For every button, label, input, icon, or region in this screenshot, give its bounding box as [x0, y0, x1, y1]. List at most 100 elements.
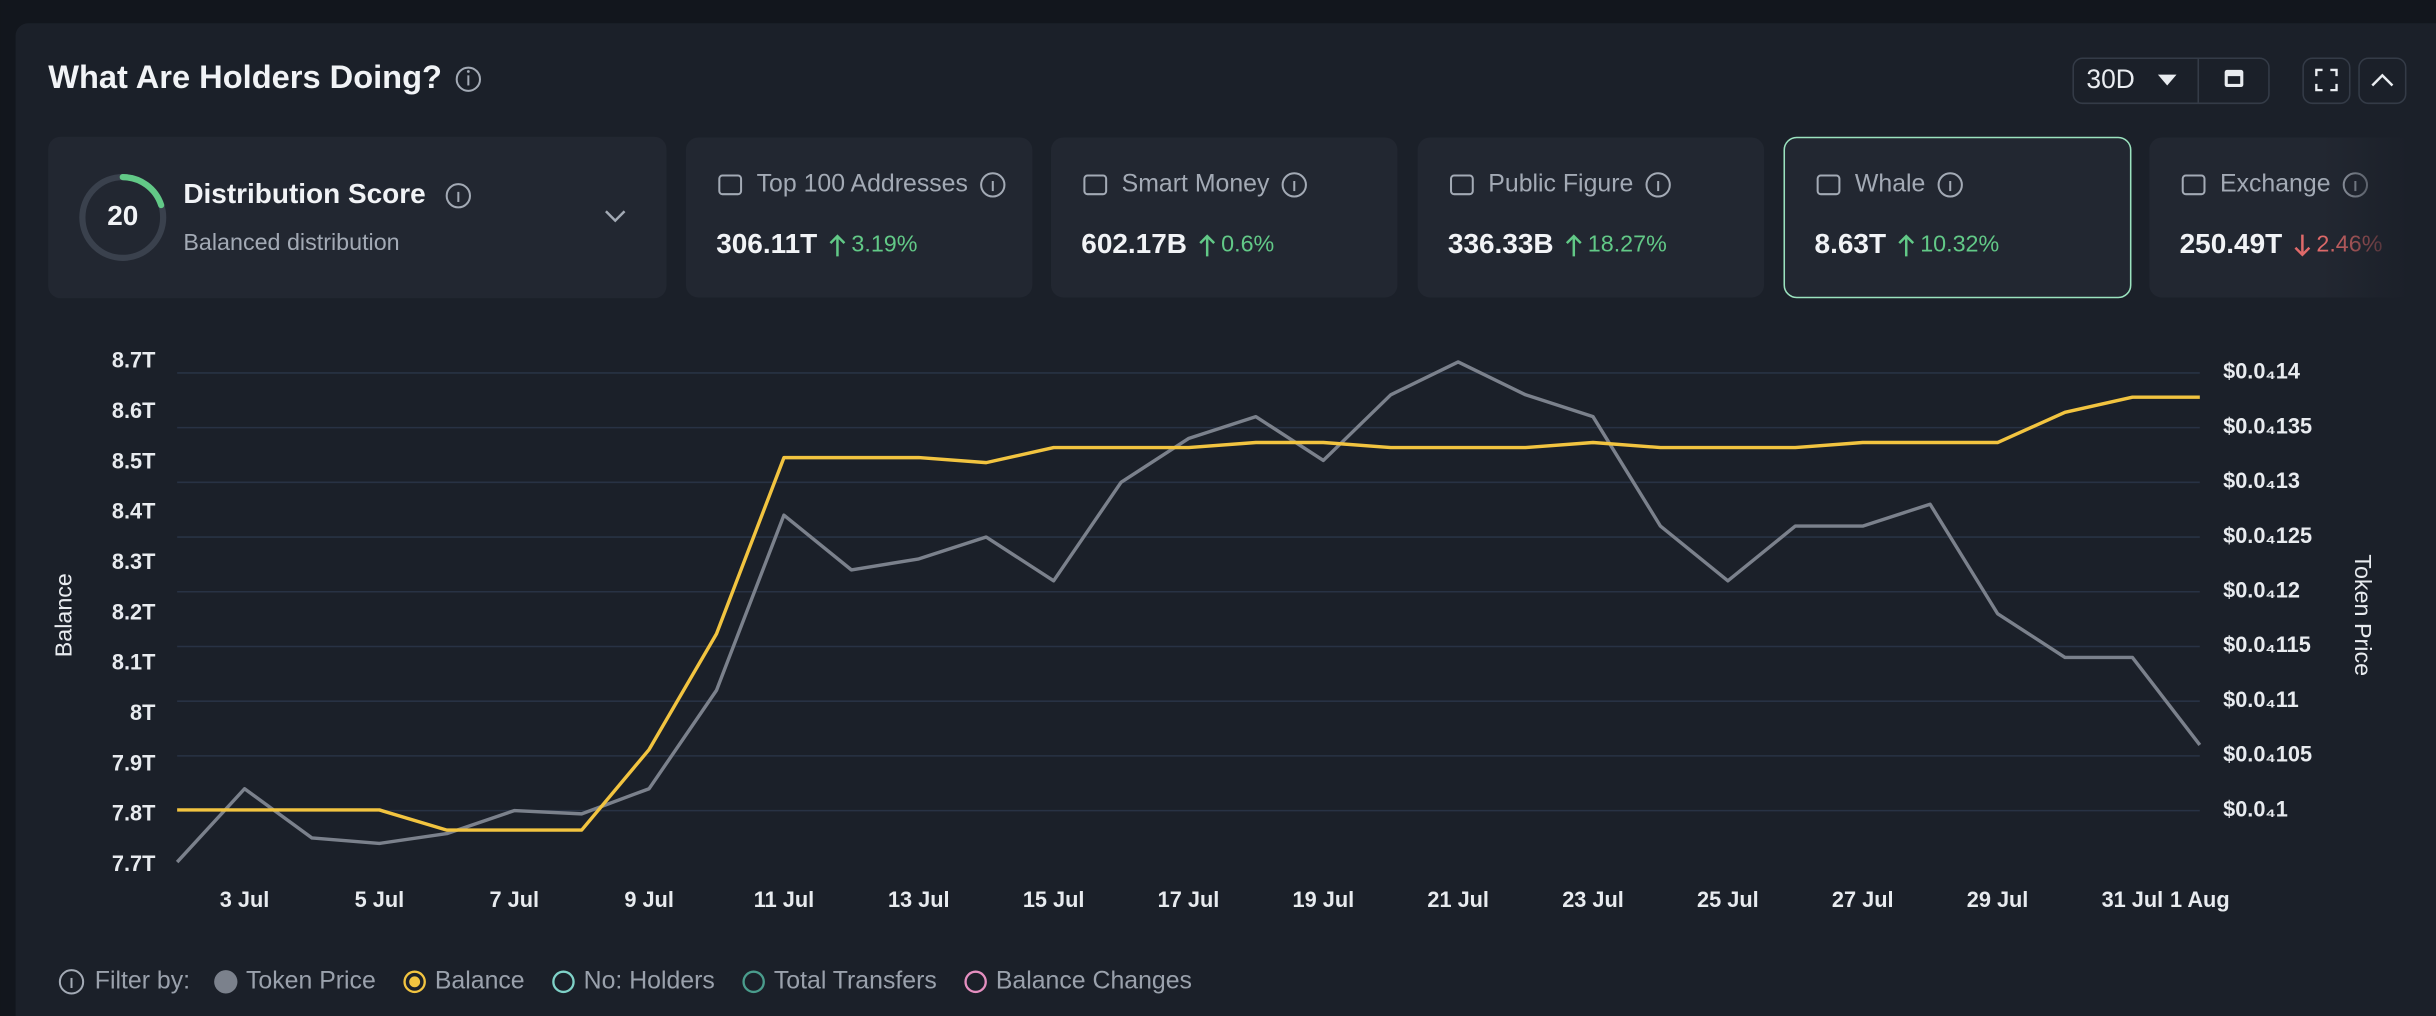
legend-item[interactable]: Balance Changes: [964, 967, 1192, 994]
card-label: Exchange: [2220, 170, 2331, 197]
metric-card[interactable]: Top 100 Addresses 306.11T 3.19%: [685, 137, 1033, 298]
x-tick-label: 17 Jul: [1158, 887, 1220, 912]
score-value: 20: [107, 200, 138, 231]
info-icon[interactable]: [455, 66, 482, 92]
metric-card[interactable]: Smart Money 602.17B 0.6%: [1050, 137, 1398, 298]
y-tick-label: 8.5T: [112, 448, 156, 473]
card-value: 336.33B: [1448, 228, 1554, 259]
legend: Filter by: Token Price Balance No: Holders T…: [58, 967, 1192, 995]
legend-label[interactable]: No: Holders: [584, 967, 715, 994]
series-line: [177, 395, 2200, 832]
legend-label[interactable]: Balance Changes: [996, 967, 1192, 994]
card-label: Whale: [1855, 170, 1925, 197]
legend-marker: [214, 970, 238, 994]
card-change: 0.6%: [1221, 231, 1274, 257]
x-tick-label: 13 Jul: [888, 887, 950, 912]
x-tick-label: 1 Aug: [2170, 887, 2230, 912]
card-value: 602.17B: [1081, 228, 1187, 259]
period-label[interactable]: 30D: [2086, 64, 2134, 94]
card-label: Top 100 Addresses: [757, 170, 968, 197]
y-tick-label: 8.7T: [112, 348, 156, 373]
metric-cards: Top 100 Addresses 306.11T 3.19% Smart Money…: [685, 136, 2407, 299]
score-card[interactable]: 20 Distribution Score Balanced distribut…: [48, 136, 667, 299]
card-bg[interactable]: [1783, 136, 2132, 299]
card-bg[interactable]: [1050, 137, 1398, 298]
card-bg[interactable]: [1417, 137, 1765, 298]
y-tick-label: 8.2T: [112, 599, 156, 624]
arrow-up: [829, 234, 846, 257]
card-value: 8.63T: [1815, 228, 1886, 259]
x-tick-label: 23 Jul: [1562, 887, 1624, 912]
score-subtitle: Balanced distribution: [183, 229, 399, 255]
y-axis-title: Balance: [50, 573, 76, 657]
legend-label[interactable]: Token Price: [246, 967, 376, 994]
y2-tick-label: $0.0₄14: [2223, 359, 2300, 384]
legend-item[interactable]: No: Holders: [552, 967, 715, 994]
legend-marker: [552, 970, 575, 994]
y2-tick-label: $0.0₄1: [2223, 796, 2288, 821]
card-bg[interactable]: [685, 137, 1033, 298]
legend-title: Filter by:: [95, 967, 190, 994]
info-icon[interactable]: [1281, 172, 1307, 198]
x-tick-label: 9 Jul: [624, 887, 674, 912]
card-label: Public Figure: [1488, 170, 1633, 197]
legend-marker: [742, 970, 765, 994]
x-tick-label: 15 Jul: [1023, 887, 1085, 912]
card-icon: [1450, 174, 1474, 196]
card-change: 10.32%: [1920, 231, 1999, 257]
series-line: [175, 360, 2202, 864]
legend-item[interactable]: Token Price: [214, 967, 376, 994]
x-tick-label: 21 Jul: [1427, 887, 1489, 912]
x-tick-label: 31 Jul: [2102, 887, 2164, 912]
x-tick-label: 3 Jul: [220, 887, 270, 912]
y-tick-label: 8.3T: [112, 549, 156, 574]
score-title: Distribution Score: [183, 178, 425, 209]
period-select[interactable]: 30D: [2072, 57, 2270, 105]
x-tick-label: 11 Jul: [754, 887, 814, 912]
metric-card[interactable]: Public Figure 336.33B 18.27%: [1417, 137, 1765, 298]
y2-tick-label: $0.0₄13: [2223, 468, 2300, 493]
y-tick-label: 8.4T: [112, 499, 156, 524]
y2-tick-label: $0.0₄125: [2223, 523, 2312, 548]
legend-label[interactable]: Balance: [435, 967, 525, 994]
y2-axis-title: Token Price: [2350, 554, 2376, 676]
card-label: Smart Money: [1122, 170, 1270, 197]
collapse-button[interactable]: [2358, 57, 2407, 105]
info-icon[interactable]: [1937, 172, 1963, 198]
y-tick-label: 7.7T: [112, 851, 156, 876]
chart: $0.0₄1 $0.0₄105 $0.0₄11 $0.0₄115 $0.0₄12 $0.0…: [50, 348, 2376, 912]
x-tick-label: 7 Jul: [489, 887, 539, 912]
info-icon[interactable]: [1645, 172, 1671, 198]
legend-marker: [964, 970, 987, 994]
fade-overlay: [2322, 136, 2408, 299]
info-icon[interactable]: [980, 172, 1006, 198]
fullscreen-button[interactable]: [2302, 57, 2351, 105]
legend-item[interactable]: Balance: [403, 967, 525, 994]
legend-item[interactable]: Total Transfers: [742, 967, 937, 994]
y-tick-label: 7.9T: [112, 750, 156, 775]
card-change: 3.19%: [851, 231, 917, 257]
y2-tick-label: $0.0₄12: [2223, 578, 2300, 603]
metric-card[interactable]: Whale 8.63T 10.32%: [1783, 136, 2132, 299]
widget-title: What Are Holders Doing?: [48, 58, 442, 95]
y-tick-label: 8T: [130, 700, 156, 725]
arrow-up: [1565, 234, 1582, 257]
card-icon: [1083, 174, 1108, 196]
card-icon: [1816, 174, 1841, 196]
arrow-up: [1898, 234, 1915, 257]
card-change: 18.27%: [1588, 231, 1667, 257]
y-tick-label: 8.6T: [112, 398, 156, 423]
x-tick-label: 19 Jul: [1293, 887, 1355, 912]
card-icon: [2181, 174, 2206, 196]
legend-label[interactable]: Total Transfers: [774, 967, 937, 994]
card-value: 250.49T: [2180, 228, 2283, 259]
y2-tick-label: $0.0₄11: [2223, 687, 2299, 712]
y2-tick-label: $0.0₄115: [2223, 632, 2311, 657]
arrow-down: [2294, 234, 2311, 257]
y2-tick-label: $0.0₄135: [2223, 413, 2312, 438]
x-tick-label: 5 Jul: [355, 887, 405, 912]
calendar-button[interactable]: [2224, 69, 2244, 87]
card-icon: [718, 174, 743, 196]
